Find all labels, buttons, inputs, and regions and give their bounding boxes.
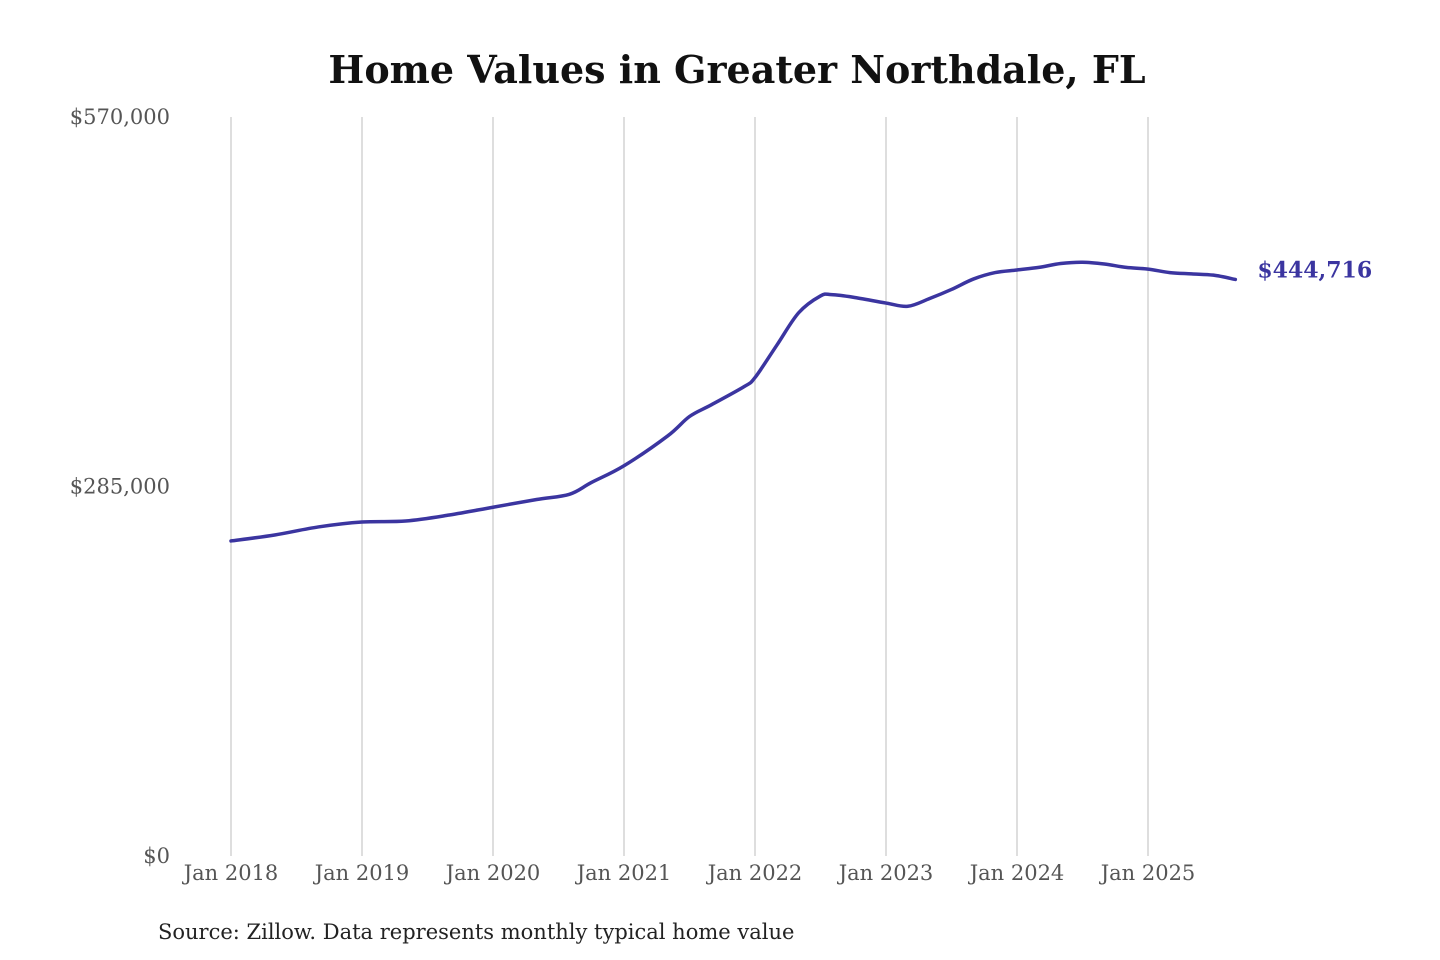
y-tick-label: $0 [143,844,170,868]
x-tick-label: Jan 2024 [968,861,1065,885]
x-tick-label: Jan 2023 [837,861,934,885]
x-tick-label: Jan 2018 [182,861,279,885]
x-tick-label: Jan 2020 [444,861,541,885]
y-tick-label: $570,000 [70,105,170,129]
gridlines [230,117,1149,856]
x-axis-ticks: Jan 2018 Jan 2019 Jan 2020 Jan 2021 Jan 2022… [182,861,1196,885]
x-tick-label: Jan 2019 [313,861,410,885]
x-tick-label: Jan 2022 [706,861,803,885]
x-tick-label: Jan 2021 [575,861,672,885]
chart-title: Home Values in Greater Northdale, FL [328,47,1145,92]
x-tick-label: Jan 2025 [1099,861,1196,885]
home-value-series-line [229,260,1238,543]
y-axis-ticks: $0 $285,000 $570,000 [70,105,170,868]
y-tick-label: $285,000 [70,475,170,499]
latest-value-label: $444,716 [1257,257,1372,283]
source-note: Source: Zillow. Data represents monthly … [158,920,794,944]
